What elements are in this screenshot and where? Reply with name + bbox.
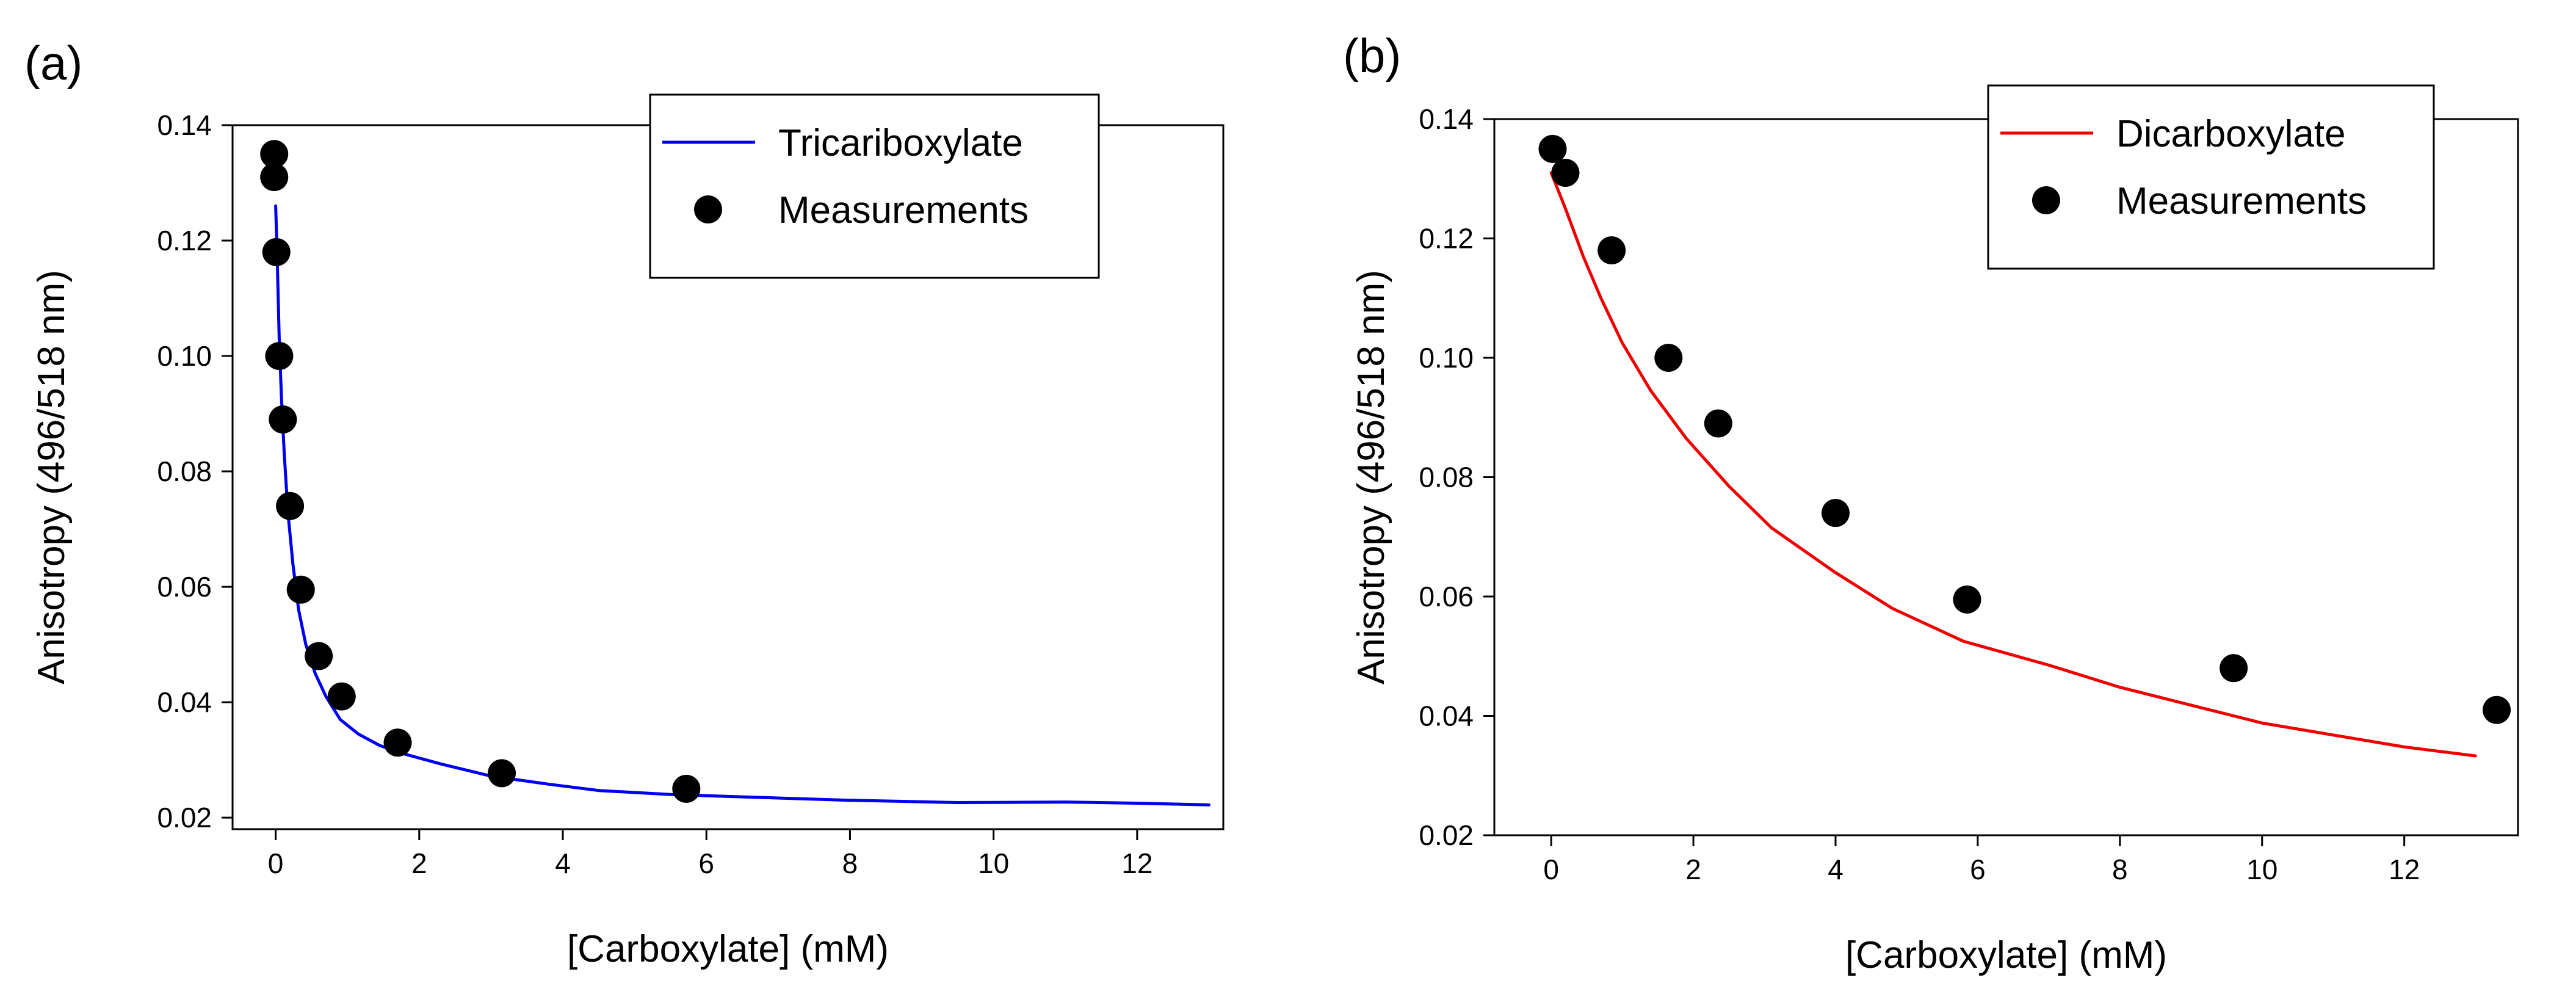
x-tick-label: 4 — [1828, 854, 1843, 885]
y-tick-label: 0.14 — [1419, 103, 1474, 135]
y-tick-label: 0.06 — [1419, 581, 1474, 612]
x-axis-title: [Carboxylate] (mM) — [567, 928, 889, 970]
legend-marker-symbol — [694, 195, 722, 223]
x-tick-label: 2 — [1685, 854, 1701, 885]
x-tick-label: 12 — [1121, 847, 1152, 879]
x-tick-label: 10 — [978, 847, 1009, 879]
legend: Tricariboxylate Measurements — [649, 93, 1100, 279]
y-tick-label: 0.08 — [1419, 462, 1474, 493]
measurement-point — [260, 163, 289, 192]
legend-marker-symbol — [2032, 186, 2060, 214]
x-tick-label: 6 — [1970, 854, 1986, 885]
measurement-point — [305, 642, 333, 670]
measurement-point — [286, 575, 315, 604]
measurement-point — [383, 728, 412, 757]
y-tick-label: 0.08 — [157, 455, 212, 487]
y-tick-label: 0.02 — [1419, 819, 1474, 851]
measurement-point — [260, 140, 289, 169]
measurement-point — [1822, 499, 1850, 528]
measurement-point — [2483, 695, 2511, 724]
x-axis-title: [Carboxylate] (mM) — [1845, 934, 2167, 976]
legend: Dicarboxylate Measurements — [1987, 84, 2435, 270]
measurement-point — [262, 238, 291, 266]
measurement-point — [276, 492, 305, 520]
x-tick-label: 0 — [268, 847, 284, 879]
measurement-point — [1597, 236, 1626, 265]
fit-curve-line — [1549, 171, 2477, 758]
x-tick-label: 6 — [698, 847, 714, 879]
x-tick-label: 8 — [842, 847, 858, 879]
measurement-point — [1538, 134, 1567, 163]
y-tick-label: 0.10 — [1419, 342, 1474, 374]
measurement-point — [672, 774, 701, 803]
panel-label: (a) — [24, 36, 82, 90]
measurement-point — [327, 682, 356, 711]
legend-box — [1987, 84, 2435, 270]
measurement-point — [1654, 344, 1683, 372]
y-tick-label: 0.12 — [1419, 223, 1474, 255]
y-tick-label: 0.02 — [157, 802, 212, 833]
panel-label: (b) — [1343, 29, 1401, 82]
y-tick-label: 0.04 — [1419, 700, 1474, 732]
x-tick-label: 12 — [2389, 854, 2420, 885]
y-tick-label: 0.04 — [157, 686, 212, 718]
y-axis-title: Anisotropy (496/518 nm) — [1350, 270, 1392, 684]
y-tick-label: 0.12 — [157, 225, 212, 256]
measurement-point — [488, 759, 516, 788]
measurement-point — [265, 342, 294, 371]
x-tick-label: 10 — [2246, 854, 2278, 885]
x-tick-label: 2 — [411, 847, 427, 879]
measurement-point — [2220, 654, 2248, 683]
measurement-point — [1551, 158, 1580, 187]
panel-b: (b) 0 2 4 6 8 10 12 0.02 0.04 0.06 0.08 0.10 0.12 0.14… — [1343, 29, 2519, 976]
measurement-point — [1953, 585, 1981, 614]
legend-label: Measurements — [778, 189, 1029, 231]
legend-box — [649, 93, 1100, 279]
y-tick-label: 0.14 — [157, 109, 212, 141]
x-tick-label: 0 — [1543, 854, 1559, 885]
legend-label: Dicarboxylate — [2116, 113, 2346, 155]
x-tick-label: 8 — [2112, 854, 2128, 885]
measurement-point — [269, 405, 297, 434]
legend-label: Tricariboxylate — [778, 122, 1023, 164]
fit-curve-line — [274, 204, 1210, 807]
x-tick-label: 4 — [555, 847, 571, 879]
panel-a: (a) 0 2 4 6 8 10 12 0.02 0.04 0.06 0.08 0.10 0.12 0.14… — [24, 36, 1225, 970]
y-axis-title: Anisotropy (496/518 nm) — [31, 270, 73, 684]
y-tick-label: 0.06 — [157, 571, 212, 603]
legend-label: Measurements — [2116, 180, 2367, 222]
y-tick-label: 0.10 — [157, 340, 212, 372]
measurement-point — [1704, 409, 1732, 438]
